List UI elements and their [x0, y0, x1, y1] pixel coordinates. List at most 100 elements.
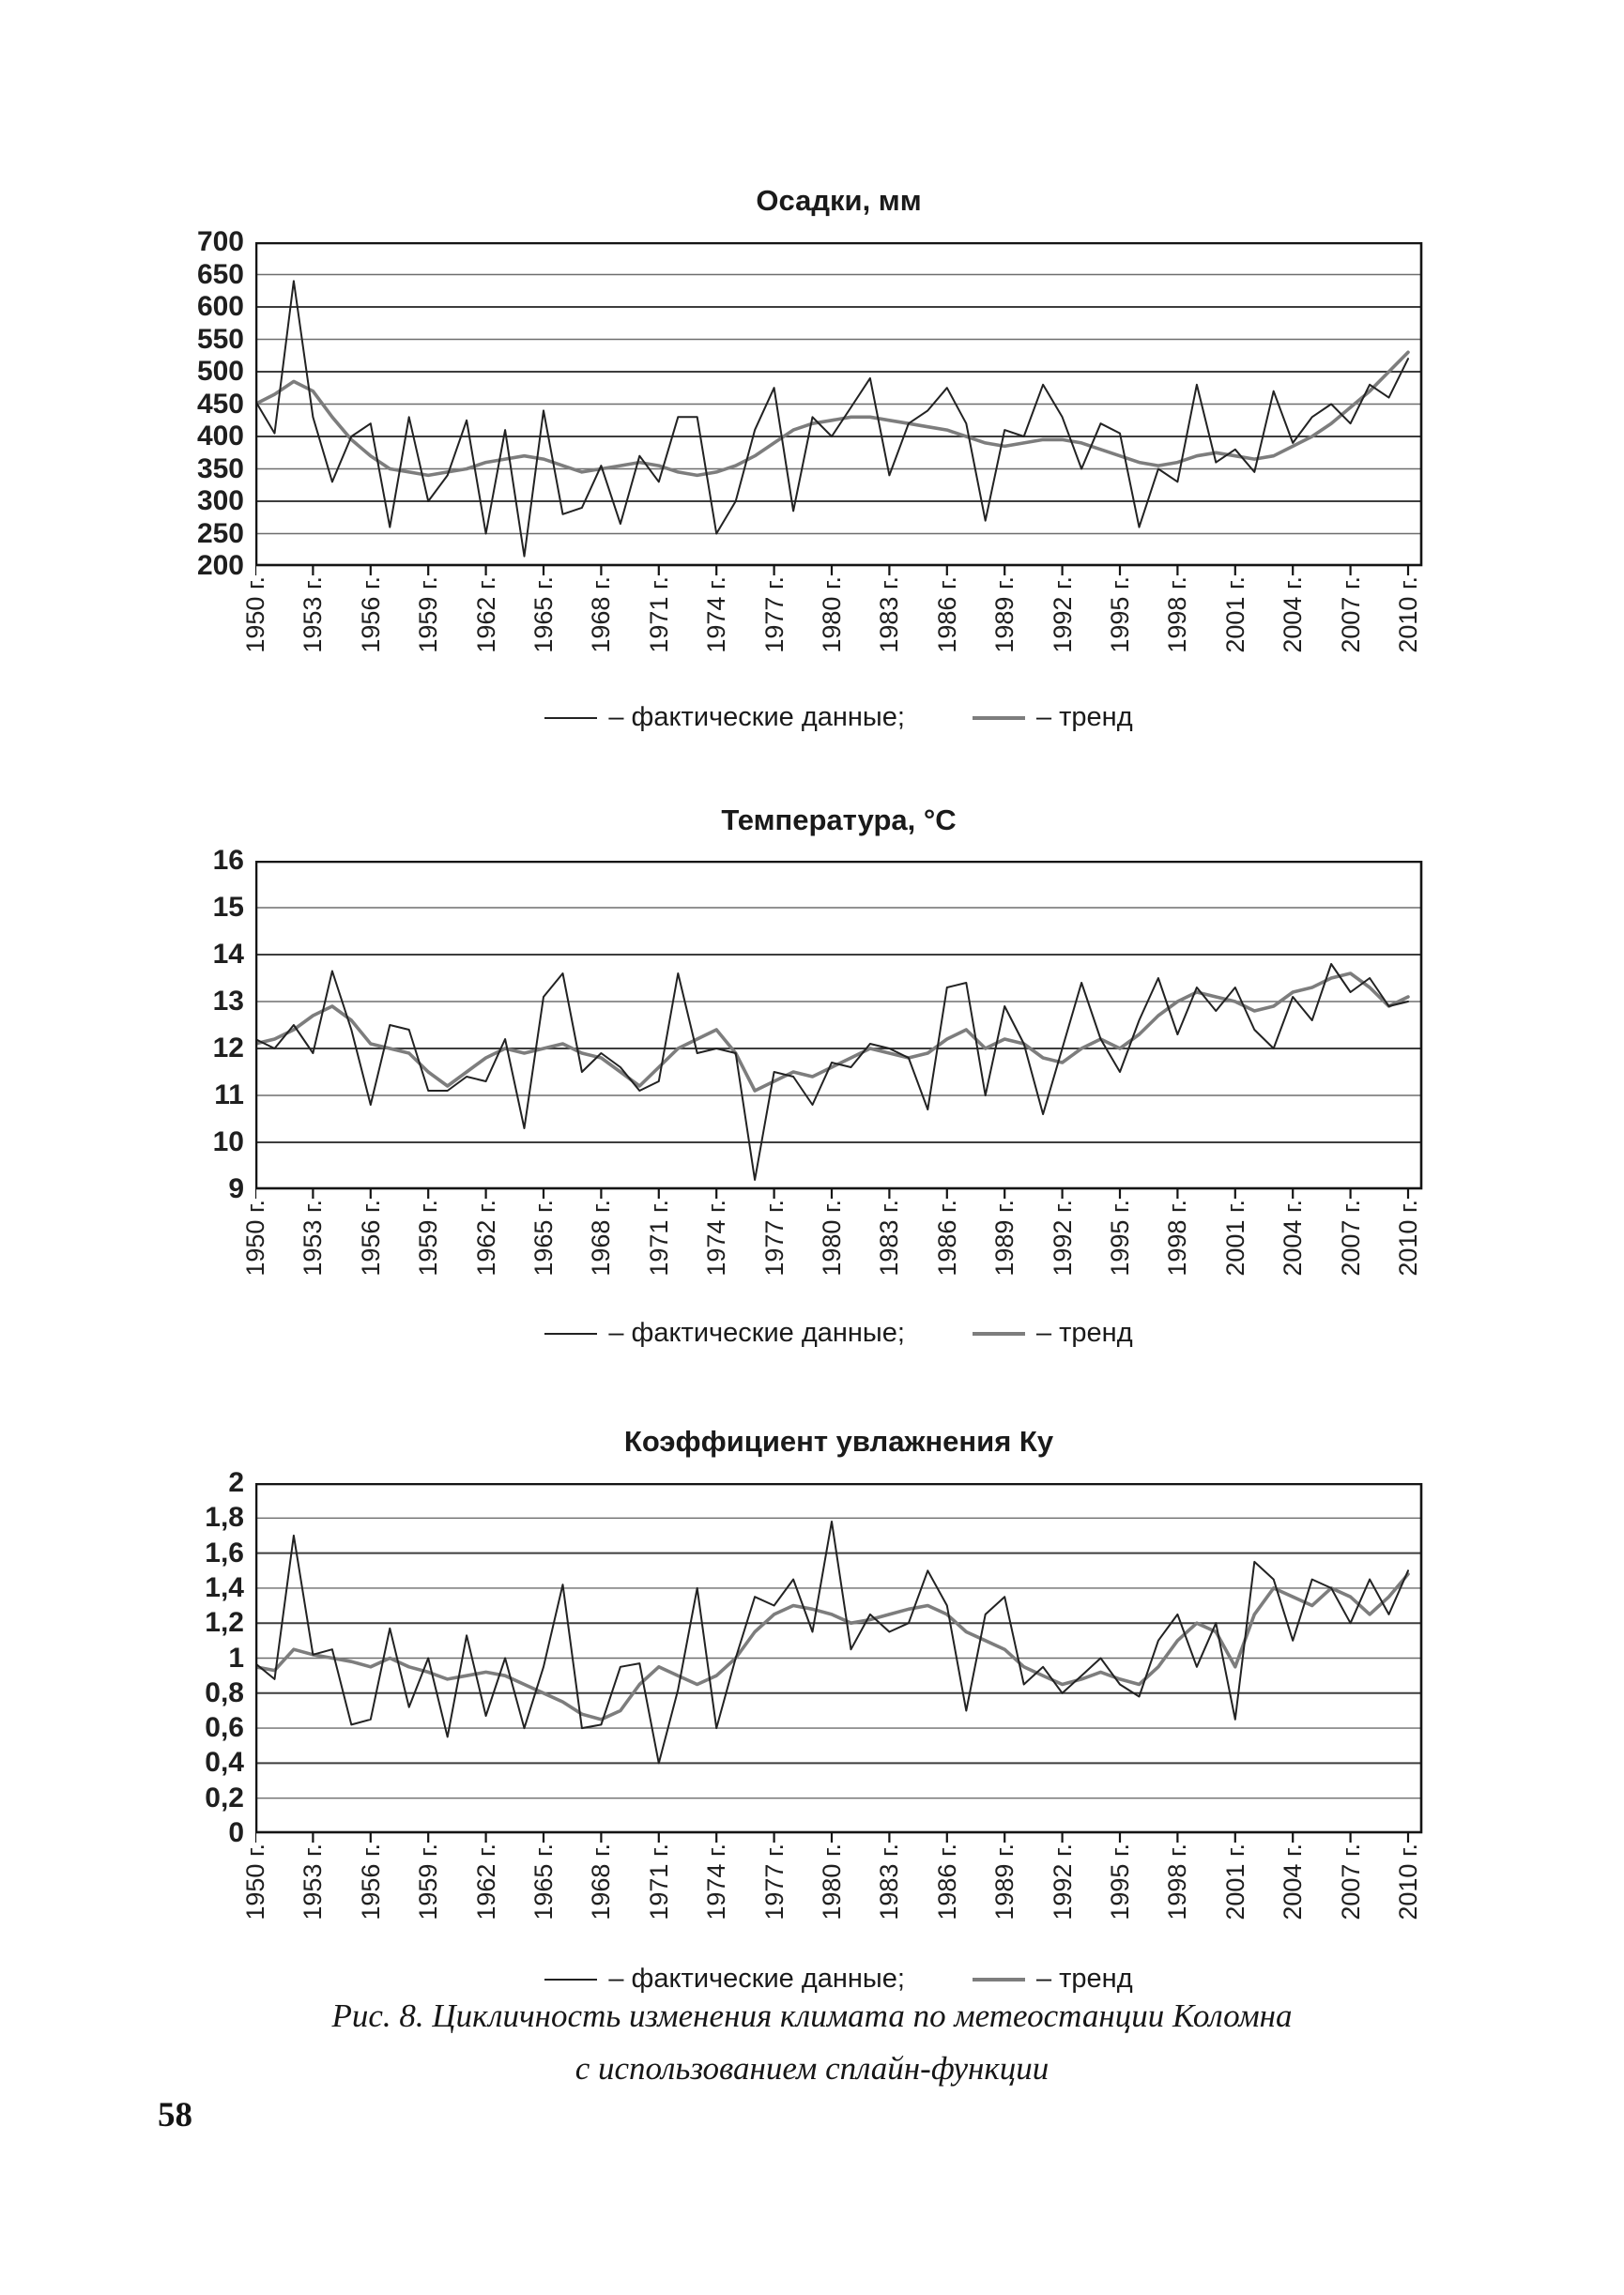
y-axis-tick-label: 1,8	[205, 1502, 244, 1534]
plot-canvas	[255, 1483, 1423, 1843]
x-axis-tick-label: 2001 г.	[1220, 576, 1249, 653]
x-axis-tick-label: 1980 г.	[818, 1200, 846, 1277]
x-axis-tick-label: 1956 г.	[356, 576, 385, 653]
x-axis-tick-label: 1986 г.	[932, 1844, 961, 1920]
y-axis-tick-label: 1	[228, 1642, 244, 1674]
y-axis-tick-label: 200	[196, 550, 244, 581]
actual-series-marker	[544, 716, 598, 719]
x-axis-tick-label: 1977 г.	[759, 576, 789, 653]
x-axis-tick-label: 1950 г.	[241, 1844, 269, 1920]
x-axis-tick-label: 1983 г.	[875, 576, 904, 653]
x-axis-tick-label: 1974 г.	[702, 1844, 731, 1920]
legend-actual-label: – фактические данные;	[608, 1964, 905, 1994]
x-axis-tick-label: 1971 г.	[644, 576, 673, 653]
x-axis-tick-label: 1956 г.	[356, 1200, 385, 1277]
x-axis-tick-label: 1977 г.	[759, 1844, 789, 1920]
x-axis-tick-label: 2007 г.	[1336, 576, 1365, 653]
x-axis-tick-label: 1995 г.	[1106, 1844, 1134, 1920]
x-axis-tick-label: 1998 г.	[1163, 576, 1192, 653]
x-axis-tick-label: 1965 г.	[529, 576, 558, 653]
y-axis-tick-label: 650	[196, 258, 244, 290]
trend-series-line	[255, 1572, 1410, 1721]
y-axis-tick-label: 15	[212, 892, 244, 923]
x-axis-tick-label: 1989 г.	[990, 1200, 1019, 1277]
actual-series-marker	[544, 1332, 598, 1335]
y-axis-tick-label: 13	[212, 986, 244, 1017]
y-axis-tick-label: 500	[196, 356, 244, 387]
x-axis-tick-label: 1965 г.	[529, 1844, 558, 1920]
x-axis-tick-label: 1992 г.	[1048, 576, 1077, 653]
x-axis-tick-label: 1989 г.	[990, 1844, 1019, 1920]
chart-title-temperature: Температура, °С	[721, 803, 957, 836]
x-axis-tick-label: 1998 г.	[1163, 1200, 1192, 1277]
page-number: 58	[158, 2096, 192, 2134]
x-axis-tick-label: 1980 г.	[818, 576, 846, 653]
legend-trend-label: – тренд	[1035, 1318, 1133, 1348]
figure-caption-line-1: Рис. 8. Цикличность изменения климата по…	[331, 1997, 1293, 2034]
trend-series-line	[255, 972, 1410, 1093]
y-axis-tick-label: 10	[212, 1126, 244, 1157]
legend-trend-label: – тренд	[1035, 702, 1133, 732]
x-axis-tick-label: 1962 г.	[471, 1200, 500, 1277]
y-axis-tick-label: 250	[196, 517, 244, 549]
chart-title-precipitation: Осадки, мм	[756, 184, 922, 217]
x-axis-tick-label: 1992 г.	[1048, 1200, 1077, 1277]
x-axis-tick-label: 1962 г.	[471, 576, 500, 653]
trend-series-marker	[972, 715, 1025, 720]
x-axis-tick-label: 1965 г.	[529, 1200, 558, 1277]
y-axis-tick-label: 16	[212, 845, 244, 876]
actual-series-line	[255, 280, 1409, 558]
x-axis-tick-label: 1995 г.	[1106, 1200, 1134, 1277]
temperature-legend: – фактические данные; – тренд	[255, 1318, 1422, 1349]
y-axis-tick-label: 400	[196, 421, 244, 451]
x-axis-tick-label: 1974 г.	[702, 576, 731, 653]
precipitation-legend: – фактические данные; – тренд	[255, 702, 1422, 733]
x-axis-tick-label: 2004 г.	[1279, 576, 1308, 653]
x-axis-tick-label: 1968 г.	[587, 1200, 616, 1277]
actual-series-line	[255, 1521, 1409, 1765]
x-axis-tick-label: 2010 г.	[1394, 1200, 1422, 1277]
legend-trend-label: – тренд	[1035, 1964, 1133, 1994]
x-axis-tick-label: 1953 г.	[299, 576, 328, 653]
x-axis-tick-label: 1968 г.	[587, 576, 616, 653]
x-axis-tick-label: 2007 г.	[1336, 1844, 1365, 1920]
x-axis-tick-label: 2007 г.	[1336, 1200, 1365, 1277]
actual-series-marker	[544, 1978, 598, 1981]
x-axis-tick-label: 1983 г.	[875, 1844, 904, 1920]
actual-series-line	[255, 963, 1409, 1181]
x-axis-tick-label: 1959 г.	[414, 1844, 443, 1920]
x-axis-tick-label: 2010 г.	[1394, 576, 1422, 653]
x-axis-tick-label: 1962 г.	[471, 1844, 500, 1920]
plot-border	[255, 861, 1423, 1190]
x-axis-tick-label: 1968 г.	[587, 1844, 616, 1920]
y-axis-tick-label: 700	[196, 226, 244, 257]
y-axis-tick-label: 1,6	[205, 1537, 244, 1568]
plot-canvas	[255, 861, 1423, 1199]
x-axis-tick-label: 2001 г.	[1220, 1844, 1249, 1920]
x-axis-tick-label: 1977 г.	[759, 1200, 789, 1277]
y-axis-tick-label: 1,2	[205, 1607, 244, 1639]
x-axis-tick-label: 2001 г.	[1220, 1200, 1249, 1277]
moisture-coefficient-legend: – фактические данные; – тренд	[255, 1964, 1422, 1995]
y-axis-tick-label: 0,6	[205, 1712, 244, 1744]
y-axis-tick-label: 0,8	[205, 1676, 244, 1708]
x-axis-tick-label: 1971 г.	[644, 1844, 673, 1920]
x-axis-tick-label: 1950 г.	[241, 1200, 269, 1277]
x-axis-tick-label: 1995 г.	[1106, 576, 1134, 653]
y-axis-tick-label: 600	[196, 291, 244, 322]
y-axis-tick-label: 14	[212, 939, 244, 970]
y-axis-tick-label: 9	[228, 1173, 244, 1204]
x-axis-tick-label: 1953 г.	[299, 1200, 328, 1277]
x-axis-tick-label: 1974 г.	[702, 1200, 731, 1277]
y-axis-tick-label: 550	[196, 323, 244, 355]
x-axis-tick-label: 1959 г.	[414, 1200, 443, 1277]
chart-title-moisture-coefficient: Коэффициент увлажнения Ку	[623, 1425, 1054, 1458]
x-axis-tick-label: 2004 г.	[1279, 1200, 1308, 1277]
x-axis-tick-label: 1992 г.	[1048, 1844, 1077, 1920]
figure-caption-line-2: с использованием сплайн-функции	[575, 2050, 1049, 2087]
x-axis-tick-label: 2010 г.	[1394, 1844, 1422, 1920]
y-axis-tick-label: 11	[214, 1079, 244, 1110]
y-axis-tick-label: 0,2	[205, 1782, 244, 1813]
plot-canvas	[255, 242, 1423, 575]
